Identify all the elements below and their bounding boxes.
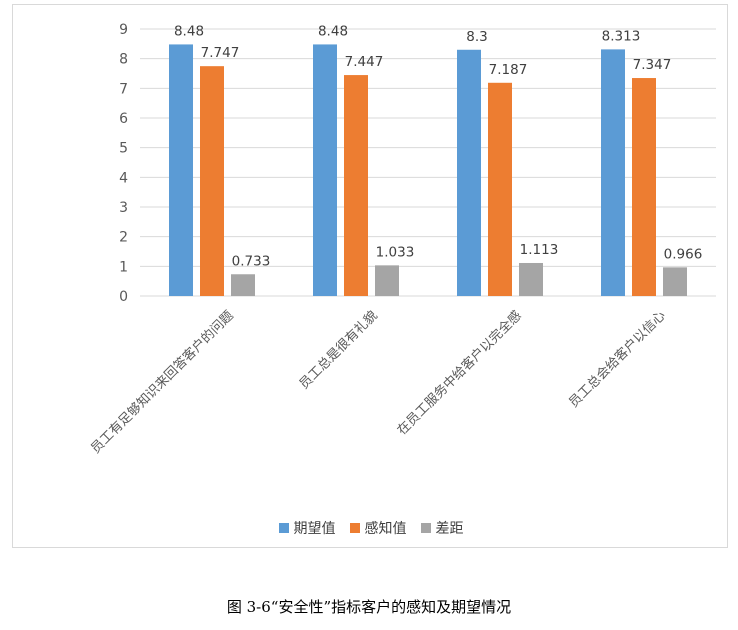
bars bbox=[169, 44, 687, 297]
data-label: 7.747 bbox=[201, 45, 240, 61]
data-label: 8.48 bbox=[174, 23, 204, 39]
legend-swatch bbox=[349, 523, 360, 533]
y-tick-label: 5 bbox=[119, 141, 128, 157]
legend-swatch bbox=[278, 523, 289, 533]
bar bbox=[601, 49, 625, 297]
y-tick-label: 1 bbox=[119, 259, 128, 275]
legend-label: 差距 bbox=[435, 521, 464, 537]
figure-caption: 图 3-6“安全性”指标客户的感知及期望情况 bbox=[226, 598, 512, 616]
legend-item: 差距 bbox=[420, 518, 464, 538]
bar-chart: 0 1 2 3 4 5 6 7 8 9 8.48 8.48 8.3 8.313 7.747 7.447 7.1… bbox=[88, 22, 716, 457]
bar bbox=[200, 66, 224, 296]
bar bbox=[663, 267, 687, 296]
y-tick-label: 0 bbox=[119, 289, 128, 305]
data-label: 0.966 bbox=[664, 246, 703, 262]
x-category-label: 员工总是很有礼貌 bbox=[296, 308, 381, 393]
legend-label: 期望值 bbox=[293, 521, 336, 537]
y-tick-label: 2 bbox=[119, 230, 128, 246]
data-label: 7.447 bbox=[345, 54, 384, 70]
bar bbox=[488, 82, 512, 296]
x-category-label: 员工有足够知识来回答客户的问题 bbox=[88, 308, 237, 457]
legend-swatch bbox=[420, 523, 431, 533]
bar bbox=[231, 274, 255, 296]
bar bbox=[375, 265, 399, 296]
y-tick-label: 4 bbox=[119, 170, 128, 186]
bar bbox=[313, 44, 337, 296]
legend-item: 期望值 bbox=[278, 518, 336, 538]
data-label: 1.113 bbox=[520, 242, 559, 258]
bar bbox=[457, 49, 481, 297]
y-tick-label: 6 bbox=[119, 111, 128, 127]
data-label: 7.347 bbox=[633, 57, 672, 73]
data-label: 0.733 bbox=[232, 253, 271, 269]
x-category-label: 员工总会给客户以信心 bbox=[566, 308, 669, 411]
legend: 期望值 感知值 差距 bbox=[13, 518, 729, 538]
legend-label: 感知值 bbox=[364, 521, 407, 537]
y-axis-ticks: 0 1 2 3 4 5 6 7 8 9 bbox=[119, 22, 128, 305]
data-label: 8.3 bbox=[466, 29, 487, 45]
x-axis-categories: 员工有足够知识来回答客户的问题 员工总是很有礼貌 在员工服务中给客户以完全感 员工总会… bbox=[88, 308, 669, 457]
legend-item: 感知值 bbox=[349, 518, 407, 538]
y-tick-label: 8 bbox=[119, 52, 128, 68]
x-category-label: 在员工服务中给客户以完全感 bbox=[394, 308, 525, 439]
y-tick-label: 3 bbox=[119, 200, 128, 216]
bar bbox=[344, 75, 368, 297]
data-labels: 8.48 8.48 8.3 8.313 7.747 7.447 7.187 7.347 0.73… bbox=[174, 23, 702, 269]
data-label: 8.313 bbox=[602, 28, 641, 44]
bar bbox=[519, 262, 543, 296]
bar bbox=[632, 78, 656, 296]
data-label: 8.48 bbox=[318, 23, 348, 39]
y-tick-label: 9 bbox=[119, 22, 128, 38]
chart-frame: 0 1 2 3 4 5 6 7 8 9 8.48 8.48 8.3 8.313 7.747 7.447 7.1… bbox=[12, 4, 728, 548]
data-label: 7.187 bbox=[489, 62, 528, 78]
grid-lines bbox=[140, 28, 716, 297]
y-tick-label: 7 bbox=[119, 81, 128, 97]
data-label: 1.033 bbox=[376, 244, 415, 260]
bar bbox=[169, 44, 193, 296]
